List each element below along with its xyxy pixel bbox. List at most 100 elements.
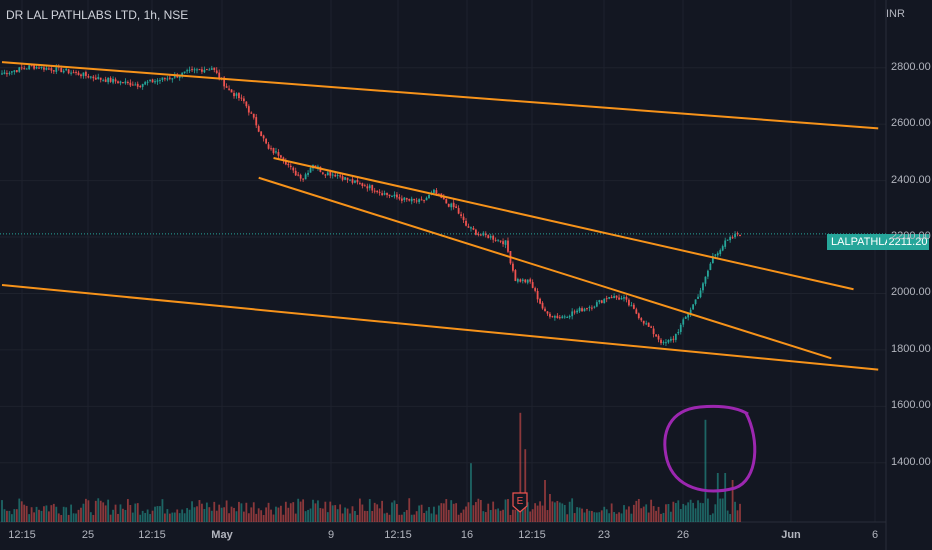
candle-body [573, 311, 576, 313]
volume-bar [284, 501, 287, 522]
volume-bar [428, 507, 430, 522]
volume-bar [479, 499, 482, 522]
candle-body [144, 82, 147, 85]
earnings-marker [512, 492, 528, 513]
volume-bar [707, 498, 709, 522]
volume-bar [358, 498, 361, 522]
volume-bar [215, 510, 218, 522]
candle-body [188, 69, 191, 71]
candle-body [47, 68, 50, 70]
volume-bar [645, 504, 648, 522]
volume-bar [704, 419, 707, 522]
volume-bar [265, 507, 268, 522]
volume-bar [546, 510, 549, 522]
volume-bar [186, 508, 189, 522]
volume-bar [591, 510, 593, 522]
volume-bar [141, 510, 144, 522]
volume-bar [52, 503, 55, 522]
candle-body [112, 78, 114, 83]
volume-bar [739, 503, 741, 522]
volume-bar [124, 509, 127, 522]
candle-body [60, 68, 63, 73]
volume-bar [344, 507, 346, 522]
candle-body [284, 160, 287, 165]
volume-bar [682, 503, 685, 522]
volume-bar [388, 514, 391, 522]
candle-body [445, 199, 448, 204]
candle-body [719, 250, 722, 254]
volume-bar [230, 506, 233, 522]
volume-bar [82, 503, 85, 522]
volume-bar [558, 502, 561, 522]
volume-bar [650, 499, 653, 522]
candle-body [608, 297, 611, 299]
volume-bar [531, 509, 534, 522]
candle-body [134, 84, 137, 86]
volume-bar [613, 512, 616, 522]
candle-body [423, 200, 425, 202]
candle-body [724, 240, 727, 247]
candle-body [551, 316, 554, 318]
volume-bar [72, 513, 75, 522]
candle-body [669, 338, 672, 341]
volume-bar [504, 499, 507, 522]
volume-bar [470, 463, 472, 522]
volume-bar [238, 501, 240, 522]
volume-bar [45, 505, 48, 522]
volume-bar [526, 502, 529, 522]
candle-body [168, 77, 171, 79]
volume-bar [595, 512, 598, 522]
volume-bar [326, 512, 329, 522]
candle-body [321, 172, 324, 174]
candle-body [97, 77, 100, 80]
candle-body [299, 174, 302, 179]
candle-body [238, 93, 240, 99]
volume-bar [77, 509, 80, 522]
candle-body [3, 72, 6, 74]
volume-bar [188, 509, 191, 522]
candle-body [18, 67, 21, 72]
candle-body [514, 270, 517, 281]
volume-bar [354, 510, 356, 522]
candle-body [102, 80, 105, 82]
candle-body [497, 239, 500, 241]
candle-body [598, 300, 601, 303]
volume-bar [576, 507, 578, 522]
volume-bar [289, 503, 292, 522]
candle-body [228, 88, 230, 90]
candle-body [674, 333, 677, 340]
volume-bar [442, 503, 445, 522]
candle-body [709, 263, 712, 270]
candle-body [92, 76, 95, 79]
candle-body [114, 79, 117, 82]
volume-bar [23, 504, 26, 522]
volume-bar [509, 514, 512, 522]
volume-bar [183, 513, 186, 522]
candle-body [398, 197, 401, 199]
volume-bar [233, 507, 235, 522]
volume-bar [277, 507, 280, 522]
volume-bar [149, 514, 151, 522]
volume-bar [193, 507, 196, 522]
candle-body [420, 199, 423, 201]
volume-bar [181, 509, 184, 522]
volume-bar [667, 503, 670, 522]
candle-body [119, 81, 122, 84]
candle-body [729, 237, 732, 241]
candle-body [314, 165, 317, 167]
volume-bar [292, 502, 295, 522]
volume-bar [628, 506, 630, 522]
volume-bar [151, 510, 154, 522]
candle-body [684, 316, 687, 319]
volume-bar [146, 509, 149, 522]
volume-bar [201, 503, 203, 522]
volume-bar [304, 511, 307, 522]
candle-body [35, 66, 38, 69]
volume-bar [719, 498, 722, 522]
volume-bar [109, 514, 112, 522]
volume-bar [489, 510, 492, 522]
candle-body [201, 69, 203, 72]
candle-body [136, 83, 139, 87]
candle-body [635, 309, 638, 314]
